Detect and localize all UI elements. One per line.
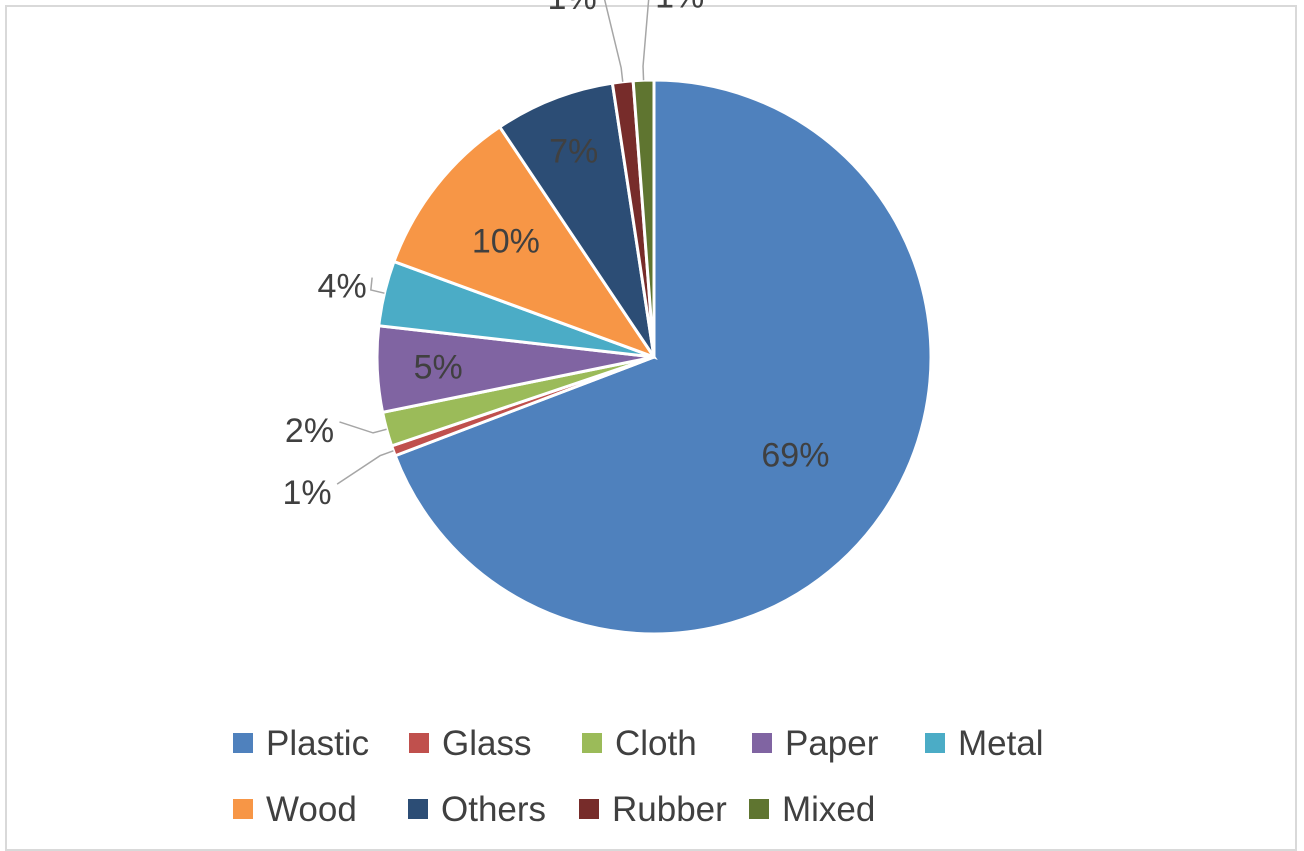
legend: Plastic Glass Cloth Paper Metal Wood Others Rub… <box>233 724 1044 829</box>
legend-label-glass: Glass <box>442 724 531 763</box>
data-label-mixed: 1% <box>655 0 704 15</box>
legend-label-mixed: Mixed <box>782 790 875 829</box>
legend-swatch-metal <box>925 733 945 753</box>
legend-label-wood: Wood <box>266 790 357 829</box>
legend-label-plastic: Plastic <box>266 724 369 763</box>
data-label-rubber: 1% <box>548 0 597 17</box>
leader-line-mixed <box>642 0 650 81</box>
leader-line-rubber <box>603 0 624 82</box>
legend-swatch-paper <box>752 733 772 753</box>
data-label-glass: 1% <box>283 474 332 512</box>
legend-label-rubber: Rubber <box>612 790 727 829</box>
legend-label-cloth: Cloth <box>615 724 697 763</box>
legend-swatch-others <box>408 799 428 819</box>
data-label-wood: 10% <box>472 223 540 261</box>
data-label-plastic: 69% <box>761 436 829 474</box>
legend-label-paper: Paper <box>785 724 879 763</box>
data-label-paper: 5% <box>414 348 463 386</box>
legend-label-others: Others <box>441 790 546 829</box>
legend-swatch-rubber <box>579 799 599 819</box>
data-label-others: 7% <box>549 132 598 170</box>
data-label-metal: 4% <box>318 268 367 306</box>
legend-swatch-plastic <box>233 733 253 753</box>
leader-line-metal <box>370 277 385 294</box>
legend-swatch-wood <box>233 799 253 819</box>
legend-swatch-cloth <box>582 733 602 753</box>
pie-slices <box>375 78 933 636</box>
legend-swatch-mixed <box>749 799 769 819</box>
data-label-cloth: 2% <box>285 412 334 450</box>
legend-swatch-glass <box>409 733 429 753</box>
data-labels: 69% 1% 2% 5% 4% 10% 7% 1% 1% <box>283 0 830 512</box>
legend-label-metal: Metal <box>958 724 1044 763</box>
pie-slice-plastic <box>393 78 933 636</box>
pie-slice-wood <box>392 124 658 360</box>
leader-line-cloth <box>339 421 387 434</box>
leader-line-glass <box>336 450 394 485</box>
pie-slice-others <box>497 81 656 358</box>
leader-lines <box>336 0 650 485</box>
